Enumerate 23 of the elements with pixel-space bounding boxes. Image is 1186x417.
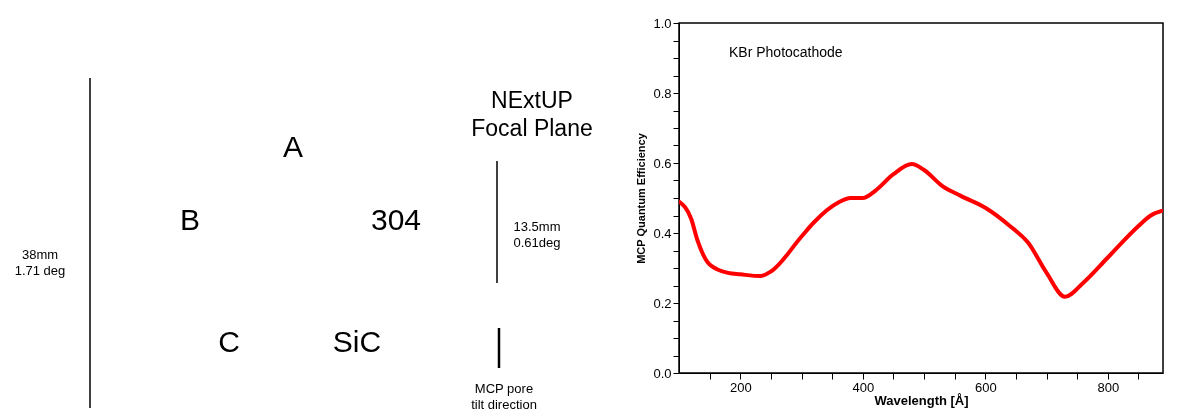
y-tick-label: 0.0: [653, 365, 672, 381]
text: SiC: [332, 325, 382, 358]
text: 304: [370, 203, 422, 236]
text: NExtUP Focal Plane: [471, 87, 593, 141]
x-tick-label: 600: [974, 379, 997, 395]
y-tick-label: 0.8: [653, 85, 672, 101]
y-tick-label: 1.0: [653, 15, 672, 31]
y-tick-label: 0.2: [653, 295, 672, 311]
x-tick-label: 800: [1097, 379, 1120, 395]
text: B: [179, 203, 201, 236]
text: A: [282, 130, 304, 163]
x-tick-label: 200: [729, 379, 752, 395]
text: 38mm 1.71 deg: [14, 247, 66, 278]
text: C: [218, 325, 240, 358]
annotation: KBr Photocathode: [729, 44, 843, 60]
x-tick-label: 400: [852, 379, 875, 395]
x-axis-title: Wavelength [Å]: [874, 392, 969, 408]
y-axis-title: MCP Quantum Efficiency: [635, 132, 648, 264]
y-tick-label: 0.6: [653, 155, 672, 171]
text: MCP pore tilt direction: [471, 381, 537, 412]
y-tick-label: 0.4: [653, 225, 672, 241]
text: 13.5mm 0.61deg: [513, 219, 561, 250]
line-series: [679, 162, 1163, 299]
